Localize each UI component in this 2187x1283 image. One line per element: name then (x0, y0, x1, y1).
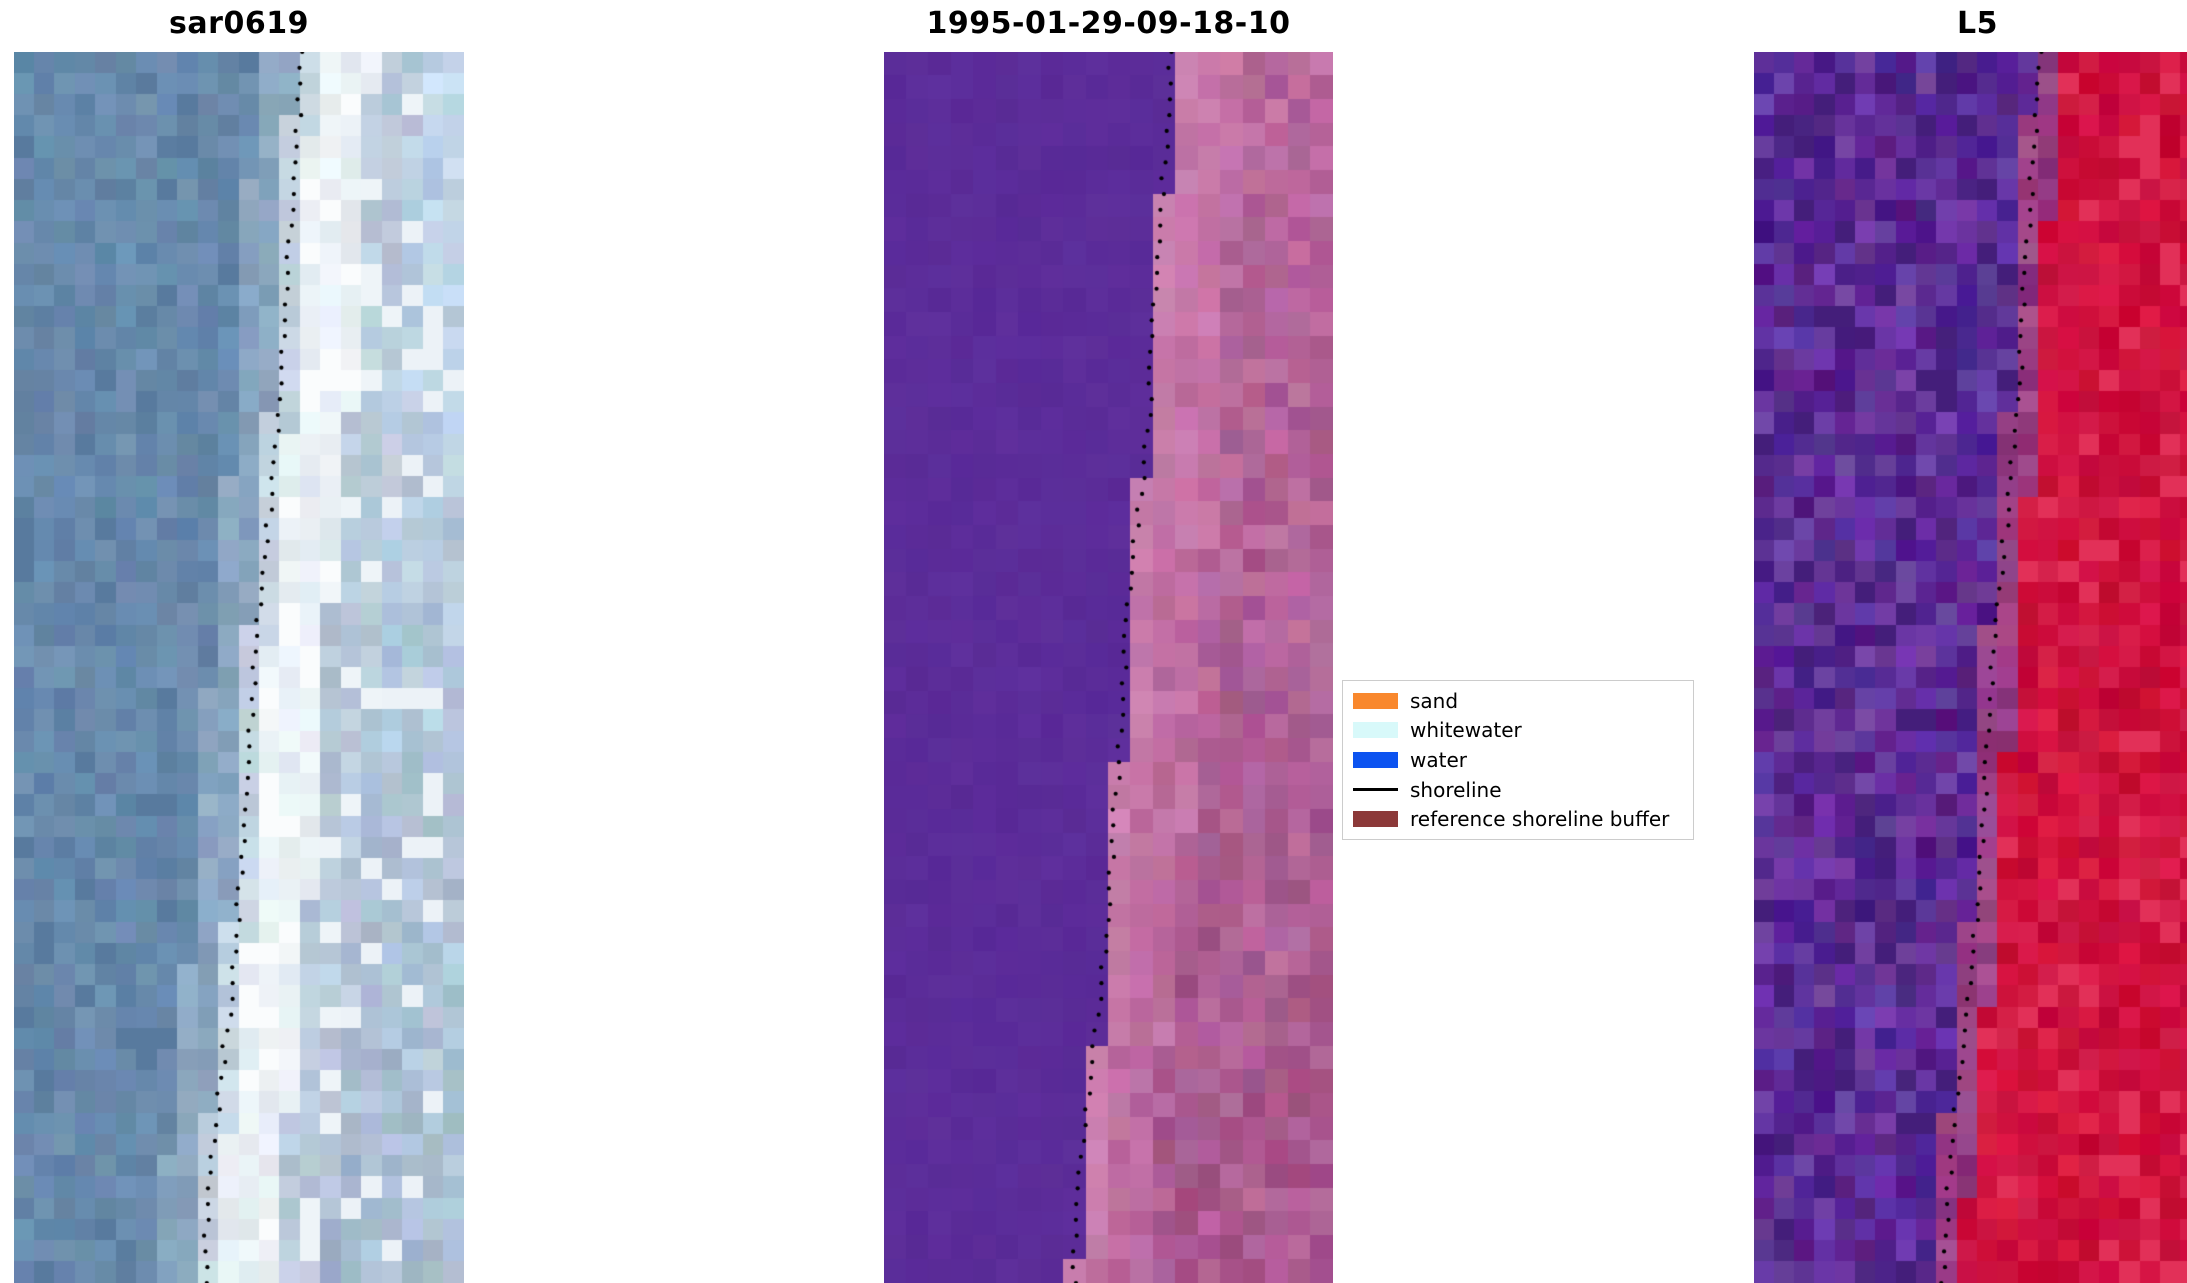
legend-label-water: water (1410, 747, 1467, 772)
sar-image-canvas (14, 52, 464, 1283)
legend-item-shoreline: shoreline (1353, 775, 1683, 805)
classified-image-canvas (884, 52, 1333, 1283)
legend-item-reference-shoreline-buffer: reference shoreline buffer (1353, 804, 1683, 834)
panel-title-l5: L5 (1957, 6, 1998, 41)
l5-image-canvas (1754, 52, 2187, 1283)
sand-swatch-icon (1353, 692, 1398, 709)
reference-buffer-swatch-icon (1353, 811, 1398, 828)
legend-label-reference-shoreline-buffer: reference shoreline buffer (1410, 807, 1670, 832)
whitewater-swatch-icon (1353, 722, 1398, 739)
panel-title-sar0619: sar0619 (169, 6, 309, 41)
panel-title-classified: 1995-01-29-09-18-10 (926, 6, 1291, 41)
legend-label-whitewater: whitewater (1410, 718, 1522, 743)
legend-item-sand: sand (1353, 686, 1683, 716)
shoreline-line-icon (1353, 782, 1398, 798)
legend-item-whitewater: whitewater (1353, 716, 1683, 746)
legend: sand whitewater water shoreline referenc… (1342, 680, 1694, 840)
legend-item-water: water (1353, 745, 1683, 775)
legend-label-sand: sand (1410, 688, 1459, 713)
legend-label-shoreline: shoreline (1410, 777, 1502, 802)
water-swatch-icon (1353, 751, 1398, 768)
